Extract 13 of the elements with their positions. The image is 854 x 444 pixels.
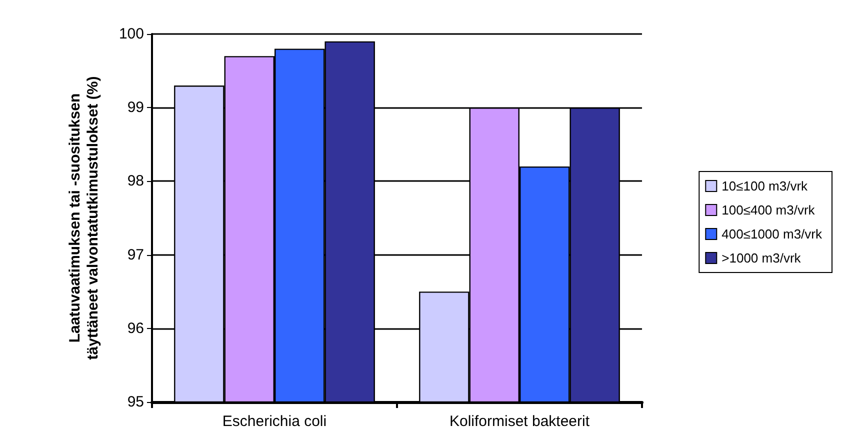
y-tick-label: 98 (127, 172, 144, 190)
y-tick-label: 96 (127, 320, 144, 337)
y-tick-label: 97 (127, 246, 144, 264)
legend-label: 100≤400 m3/vrk (722, 202, 816, 218)
legend-label: 10≤100 m3/vrk (722, 178, 808, 194)
x-tick-label: Escherichia coli (222, 413, 327, 430)
y-tick-label: 99 (127, 99, 144, 116)
y-tick-label: 95 (127, 394, 144, 410)
legend-label: 400≤1000 m3/vrk (722, 226, 822, 242)
y-axis-title: Laatuvaatimuksen tai -suosituksen täyttäneet valvontatutkimustulokset (%) (66, 76, 102, 360)
legend-label: >1000 m3/vrk (722, 250, 802, 266)
y-tick-label: 100 (118, 26, 144, 42)
x-tick-label: Koliformiset bakteerit (449, 413, 590, 430)
